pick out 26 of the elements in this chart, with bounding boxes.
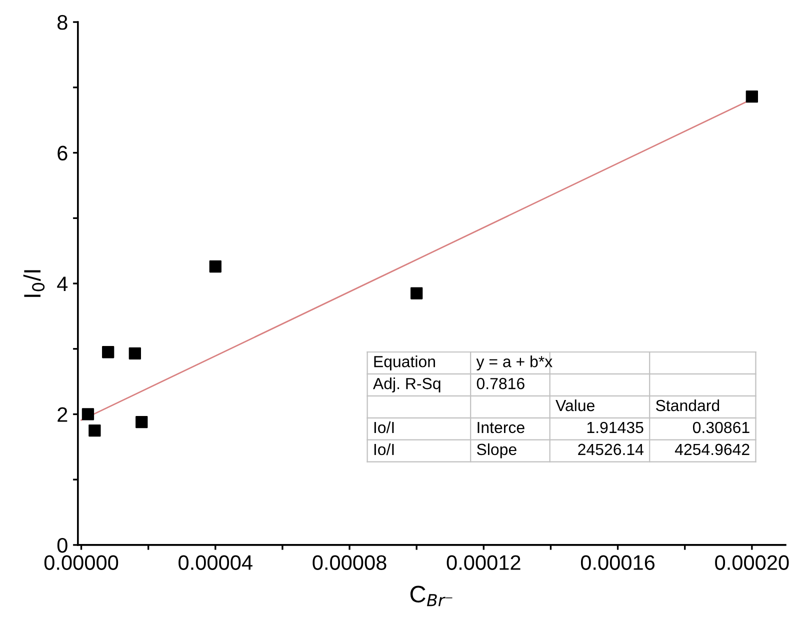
text: Io/I Interce 1.91435 0.30861 (374, 421, 750, 434)
text: Adj. R-Sq 0.7816 (372, 378, 524, 392)
point (136, 416, 148, 428)
y-tick-label: 6 (58, 146, 68, 161)
y-tick-label: 0 (57, 538, 68, 553)
x-tick-label: 0.00016 (580, 555, 655, 570)
text: Io/I Slope 24526.14 4254.9642 (374, 443, 750, 458)
point (410, 287, 423, 300)
text: Equation y = a + b*x (374, 356, 552, 370)
point (128, 347, 141, 360)
y-tick-label: 4 (57, 276, 68, 292)
x-tick-label: 0.00004 (178, 555, 252, 570)
x-tick-label: 0.00000 (44, 555, 118, 570)
x-tick-label: 0.00020 (715, 555, 789, 570)
text: Value Standard (556, 399, 720, 412)
point (88, 424, 101, 437)
point (746, 90, 758, 103)
y-tick-label: 8 (58, 15, 68, 30)
x-axis-title: C$_{Br⁻}$ (410, 586, 452, 606)
point (102, 346, 114, 358)
point (209, 260, 222, 273)
point (82, 408, 94, 420)
x-tick-label: 0.00008 (312, 555, 386, 570)
x-tick-label: 0.00012 (446, 555, 520, 570)
y-tick-label: 2 (58, 407, 68, 422)
y-axis-title: I$_{0}$/I (23, 270, 45, 297)
